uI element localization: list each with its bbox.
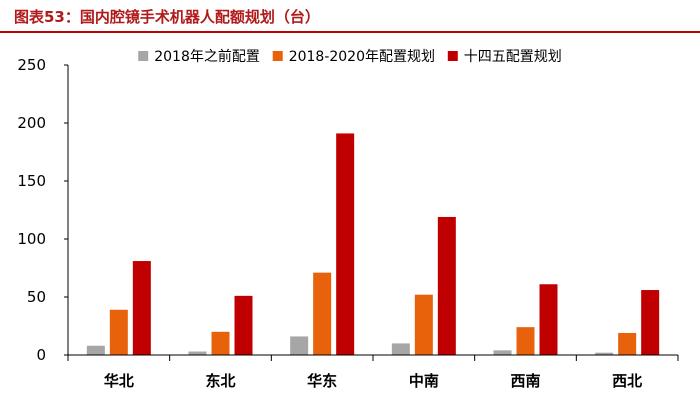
x-tick-label: 中南 <box>409 372 439 390</box>
legend-swatch <box>272 51 283 61</box>
x-axis: 华北 东北 华东 中南 西南 西北 <box>67 354 679 390</box>
bar <box>132 261 151 355</box>
figure-header: 图表53：国内腔镜手术机器人配额规划（台） <box>0 0 700 33</box>
bar <box>290 336 309 355</box>
bar <box>641 290 660 355</box>
y-tick-label: 100 <box>17 230 46 248</box>
y-tick-label: 250 <box>17 56 46 74</box>
y-axis: 0 50 100 150 200 250 <box>17 56 69 364</box>
figure-title: 图表53：国内腔镜手术机器人配额规划（台） <box>14 8 320 26</box>
title-underline <box>0 31 700 33</box>
bar <box>437 216 456 355</box>
legend-swatch <box>138 51 149 61</box>
bar <box>109 309 128 355</box>
bar <box>188 351 207 355</box>
bar <box>516 327 535 355</box>
bar <box>211 331 230 355</box>
x-tick-label: 西北 <box>612 372 642 390</box>
x-tick-label: 东北 <box>205 372 235 390</box>
x-tick-label: 华北 <box>104 372 134 390</box>
y-tick-label: 0 <box>36 346 46 364</box>
y-tick-label: 50 <box>27 288 46 306</box>
bar <box>414 294 433 355</box>
legend-label: 十四五配置规划 <box>464 49 562 65</box>
bar <box>595 352 614 355</box>
x-tick-label: 西南 <box>510 372 540 390</box>
bar <box>391 343 410 355</box>
bar <box>313 272 332 355</box>
bar <box>539 284 558 355</box>
bar <box>618 332 637 355</box>
bars-group <box>86 133 660 355</box>
y-tick-label: 150 <box>17 172 46 190</box>
bar <box>234 295 253 355</box>
x-tick-label: 华东 <box>307 372 337 390</box>
legend-label: 2018-2020年配置规划 <box>289 49 435 65</box>
bar <box>336 133 355 355</box>
y-tick-label: 200 <box>17 114 46 132</box>
legend-label: 2018年之前配置 <box>154 48 260 65</box>
bar <box>86 345 105 355</box>
bar <box>493 350 512 355</box>
legend-swatch <box>447 51 458 61</box>
chart-legend: 2018年之前配置 2018-2020年配置规划 十四五配置规划 <box>138 48 562 65</box>
